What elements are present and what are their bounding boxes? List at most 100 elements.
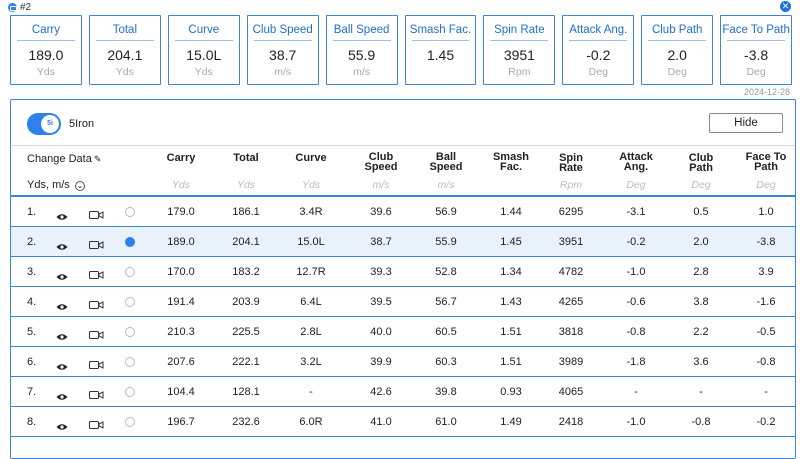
table-row[interactable]: 4. 191.4 203.9 6.4L 39.5 56.7 1.43 4265 -0.6 3.8 -… xyxy=(11,287,795,317)
table-row[interactable]: 3. 170.0 183.2 12.7R 39.3 52.8 1.34 4782 -1.0 2.8… xyxy=(11,257,795,287)
metric-card: Attack Ang. -0.2 Deg xyxy=(562,15,635,85)
summary-cards: Carry 189.0 Yds Total 204.1 Yds Curve 15.0L Yds C… xyxy=(10,15,793,85)
metric-label: Carry xyxy=(31,24,61,36)
table-row[interactable]: 6. 207.6 222.1 3.2L 39.9 60.3 1.51 3989 -1.8 3.6 -… xyxy=(11,347,795,377)
column-unit: Yds xyxy=(171,179,191,191)
video-camera-icon[interactable] xyxy=(89,417,104,429)
column-header-line1: Curve xyxy=(295,152,327,164)
table-cell: 1.49 xyxy=(500,416,522,428)
column-unit: m/s xyxy=(372,179,390,191)
eye-icon[interactable] xyxy=(56,388,68,400)
table-cell: 210.3 xyxy=(167,326,195,338)
table-cell: 1.51 xyxy=(500,326,522,338)
video-camera-icon[interactable] xyxy=(89,387,104,399)
eye-icon[interactable] xyxy=(56,328,68,340)
eye-icon[interactable] xyxy=(56,268,68,280)
table-cell: -0.8 xyxy=(691,416,711,428)
shot-number: 7. xyxy=(27,386,37,398)
metric-card: Club Speed 38.7 m/s xyxy=(246,15,319,85)
column-unit: m/s xyxy=(437,179,455,191)
golf-ball-icon[interactable] xyxy=(125,267,135,277)
table-cell: 1.51 xyxy=(500,356,522,368)
table-cell: 203.9 xyxy=(232,296,260,308)
close-icon[interactable]: ✕ xyxy=(780,1,791,12)
video-camera-icon[interactable] xyxy=(89,267,104,279)
column-header-line1: Smash xyxy=(492,151,530,163)
metric-value: 204.1 xyxy=(107,47,143,63)
golf-ball-icon[interactable] xyxy=(125,297,135,307)
table-cell: 0.5 xyxy=(693,206,709,218)
metric-value: 189.0 xyxy=(28,47,64,63)
column-header: Smash Fac. xyxy=(486,151,536,173)
divider xyxy=(11,145,795,146)
table-row[interactable]: 8. 196.7 232.6 6.0R 41.0 61.0 1.49 2418 -1.0 -0.8… xyxy=(11,407,795,437)
table-cell: 191.4 xyxy=(167,296,195,308)
video-camera-icon[interactable] xyxy=(89,237,104,249)
video-camera-icon[interactable] xyxy=(89,357,104,369)
metric-card: Spin Rate 3951 Rpm xyxy=(483,15,556,85)
table-cell: 39.8 xyxy=(435,386,457,398)
eye-icon[interactable] xyxy=(56,238,68,250)
table-cell: 39.6 xyxy=(370,206,392,218)
metric-value: -0.2 xyxy=(586,47,611,63)
golf-ball-icon[interactable] xyxy=(125,207,135,217)
table-cell: -1.8 xyxy=(626,356,646,368)
table-row[interactable]: 5. 210.3 225.5 2.8L 40.0 60.5 1.51 3818 -0.8 2.2 -… xyxy=(11,317,795,347)
metric-label: Smash Fac. xyxy=(409,24,472,36)
table-cell: 3.9 xyxy=(758,266,774,278)
table-cell: -3.8 xyxy=(756,236,776,248)
shot-number: 1. xyxy=(27,206,37,218)
hide-button[interactable]: Hide xyxy=(709,113,783,133)
table-cell: -0.2 xyxy=(756,416,776,428)
column-header-line1: Carry xyxy=(166,152,196,164)
table-cell: 6295 xyxy=(558,206,584,218)
table-row[interactable]: 7. 104.4 128.1 - 42.6 39.8 0.93 4065 - - - xyxy=(11,377,795,407)
metric-card: Smash Fac. 1.45 xyxy=(404,15,477,85)
table-cell: -1.0 xyxy=(626,416,646,428)
units-selector[interactable]: Yds, m/s ⌄ xyxy=(27,179,85,191)
table-cell: -0.8 xyxy=(626,326,646,338)
golf-ball-icon[interactable] xyxy=(125,357,135,367)
divider xyxy=(17,40,75,41)
table-cell: 170.0 xyxy=(167,266,195,278)
metric-value: -3.8 xyxy=(744,47,769,63)
change-data-button[interactable]: Change Data ✎ xyxy=(27,153,101,165)
divider xyxy=(727,40,786,41)
units-selector-label: Yds, m/s xyxy=(27,179,70,191)
table-cell: 6.4L xyxy=(300,296,322,308)
eye-icon[interactable] xyxy=(56,298,68,310)
golf-ball-icon[interactable] xyxy=(125,237,135,247)
metric-label: Spin Rate xyxy=(494,24,545,36)
eye-icon[interactable] xyxy=(56,208,68,220)
table-cell: 222.1 xyxy=(232,356,260,368)
eye-icon[interactable] xyxy=(56,418,68,430)
session-date: 2024-12-28 xyxy=(743,87,790,97)
shot-number: 2. xyxy=(27,236,37,248)
metric-card: Face To Path -3.8 Deg xyxy=(720,15,793,85)
column-header: Face To Path xyxy=(741,152,791,173)
divider xyxy=(648,40,707,41)
table-cell: 56.9 xyxy=(435,206,457,218)
table-row[interactable]: 1. 179.0 186.1 3.4R 39.6 56.9 1.44 6295 -3.1 0.5 1… xyxy=(11,197,795,227)
golf-ball-icon[interactable] xyxy=(125,327,135,337)
column-header: Attack Ang. xyxy=(611,152,661,173)
table-cell: 39.5 xyxy=(370,296,392,308)
table-cell: 104.4 xyxy=(167,386,195,398)
golf-ball-icon[interactable] xyxy=(125,417,135,427)
golf-ball-icon[interactable] xyxy=(125,387,135,397)
video-camera-icon[interactable] xyxy=(89,297,104,309)
video-camera-icon[interactable] xyxy=(89,207,104,219)
column-header: Spin Rate xyxy=(546,153,596,174)
eye-icon[interactable] xyxy=(56,358,68,370)
column-header-line1: Club Path xyxy=(688,152,714,174)
table-cell: 225.5 xyxy=(232,326,260,338)
club-toggle[interactable]: 5i xyxy=(27,113,61,135)
table-cell: 207.6 xyxy=(167,356,195,368)
table-row[interactable]: 2. 189.0 204.1 15.0L 38.7 55.9 1.45 3951 -0.2 2.0… xyxy=(11,227,795,257)
metric-value: 1.45 xyxy=(426,47,455,63)
column-unit: Rpm xyxy=(559,179,583,191)
column-header: Ball Speed xyxy=(421,152,471,173)
table-cell: 2.8 xyxy=(693,266,709,278)
video-camera-icon[interactable] xyxy=(89,327,104,339)
metric-value: 15.0L xyxy=(186,47,222,63)
